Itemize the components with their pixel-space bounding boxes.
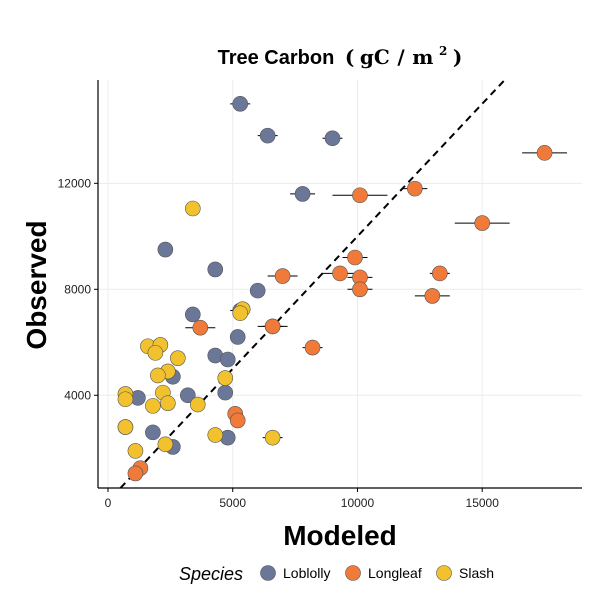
reference-line (119, 79, 506, 489)
data-point (157, 436, 174, 453)
data-point (147, 345, 164, 361)
legend-label-slash: Slash (459, 565, 494, 581)
data-point (150, 367, 166, 384)
data-point (424, 288, 441, 304)
data-point (474, 215, 491, 231)
legend-key-longleaf (345, 565, 361, 581)
legend-label-longleaf: Longleaf (368, 565, 422, 581)
data-point (127, 443, 144, 459)
data-point (229, 412, 246, 429)
data-point (294, 186, 311, 202)
data-point (536, 145, 553, 161)
chart-title: Tree Carbon ( gC / m 2 ) (218, 38, 463, 69)
chart-title-main: Tree Carbon (218, 47, 335, 69)
data-point (347, 249, 363, 266)
data-point (264, 318, 281, 335)
x-tick-label: 5000 (219, 496, 246, 510)
data-point (249, 282, 266, 299)
data-point (185, 200, 201, 217)
legend-key-slash (436, 565, 452, 581)
data-point (352, 281, 368, 298)
data-point (431, 265, 448, 282)
data-point (185, 306, 201, 323)
data-point (217, 384, 234, 401)
x-tick-label: 15000 (466, 496, 500, 510)
data-point (232, 305, 249, 321)
x-tick-label: 0 (105, 496, 112, 510)
legend-key-loblolly (260, 565, 276, 581)
data-points (117, 96, 568, 482)
y-tick-label: 8000 (64, 282, 91, 296)
data-point (117, 391, 134, 408)
reference-line-group (119, 79, 506, 489)
y-tick-label: 12000 (58, 176, 92, 190)
series-slash (117, 200, 283, 459)
legend-title: Species (179, 564, 243, 584)
data-point (219, 351, 236, 368)
series-longleaf (127, 145, 568, 482)
data-point (229, 329, 246, 345)
data-point (207, 261, 224, 278)
legend: Species Loblolly Longleaf Slash (179, 564, 494, 584)
grid-lines (98, 80, 582, 488)
legend-label-loblolly: Loblolly (283, 565, 330, 581)
data-point (274, 268, 291, 284)
data-point (264, 429, 281, 446)
data-point (157, 241, 174, 258)
data-point (407, 180, 423, 197)
x-axis-title: Modeled (283, 520, 397, 551)
y-tick-label: 4000 (64, 388, 91, 402)
chart-title-close-paren: ) (453, 45, 462, 69)
data-point (352, 187, 368, 204)
data-point (160, 395, 176, 412)
data-point (189, 396, 206, 413)
data-point (145, 398, 161, 414)
data-point (332, 265, 348, 282)
axes (97, 80, 582, 489)
chart-title-slash: / (397, 45, 405, 69)
data-point (127, 465, 144, 482)
data-point (145, 424, 161, 441)
chart-title-unit2: m (412, 45, 433, 69)
data-point (207, 427, 224, 443)
data-point (232, 96, 249, 112)
chart-title-exponent: 2 (439, 44, 447, 58)
chart-title-open-paren: ( (345, 45, 354, 69)
data-point (170, 350, 186, 366)
y-axis-title: Observed (21, 220, 52, 349)
x-axis-ticks: 0 5000 10000 15000 (105, 488, 500, 510)
y-axis-ticks: 4000 8000 12000 (58, 176, 98, 402)
x-tick-label: 10000 (341, 496, 375, 510)
data-point (180, 387, 196, 404)
data-point (324, 130, 341, 147)
data-point (217, 370, 234, 386)
data-point (259, 127, 276, 144)
data-point (304, 339, 321, 356)
chart-title-unit: gC (360, 45, 390, 69)
data-point (117, 419, 134, 435)
data-point (192, 319, 209, 336)
